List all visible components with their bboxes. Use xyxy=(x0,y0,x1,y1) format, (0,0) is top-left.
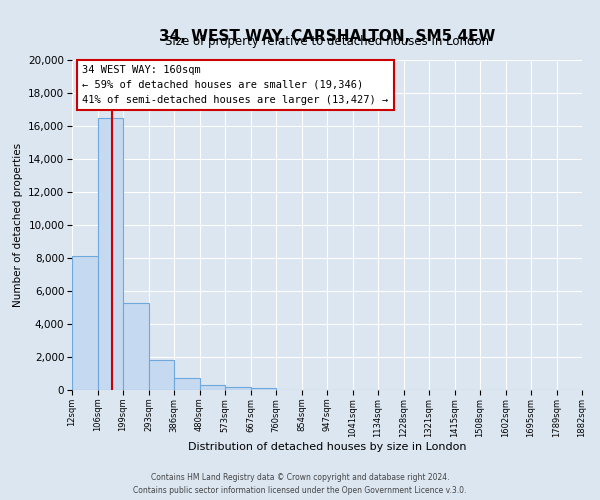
Y-axis label: Number of detached properties: Number of detached properties xyxy=(13,143,23,307)
Text: Size of property relative to detached houses in London: Size of property relative to detached ho… xyxy=(165,36,489,49)
Bar xyxy=(97,118,123,390)
Bar xyxy=(174,378,199,390)
Text: Contains HM Land Registry data © Crown copyright and database right 2024.
Contai: Contains HM Land Registry data © Crown c… xyxy=(133,474,467,495)
Title: 34, WEST WAY, CARSHALTON, SM5 4EW: 34, WEST WAY, CARSHALTON, SM5 4EW xyxy=(159,28,495,44)
X-axis label: Distribution of detached houses by size in London: Distribution of detached houses by size … xyxy=(188,442,466,452)
Bar xyxy=(251,388,276,390)
Bar xyxy=(225,386,251,390)
Bar xyxy=(149,360,174,390)
Bar xyxy=(199,385,225,390)
Text: 34 WEST WAY: 160sqm
← 59% of detached houses are smaller (19,346)
41% of semi-de: 34 WEST WAY: 160sqm ← 59% of detached ho… xyxy=(82,65,388,104)
Bar xyxy=(123,304,149,390)
Bar xyxy=(72,256,97,390)
